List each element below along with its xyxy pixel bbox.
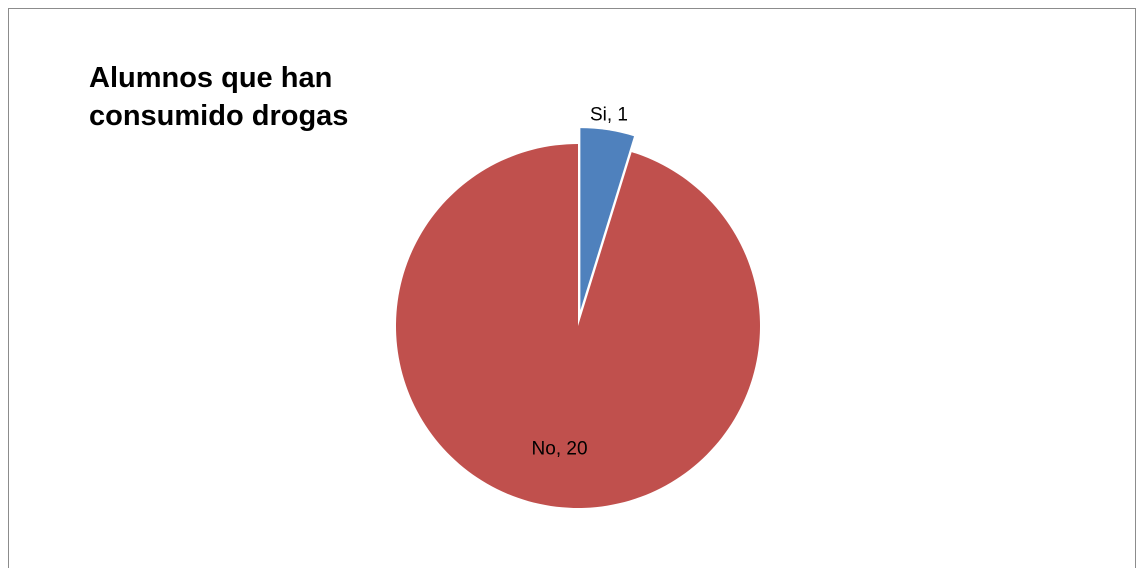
data-label-si: Si, 1 <box>590 104 628 125</box>
chart-title: Alumnos que han consumido drogas <box>89 62 349 132</box>
data-label-no: No, 20 <box>532 438 588 459</box>
pie-slice-no <box>395 144 760 508</box>
pie-slice-si <box>580 128 635 311</box>
